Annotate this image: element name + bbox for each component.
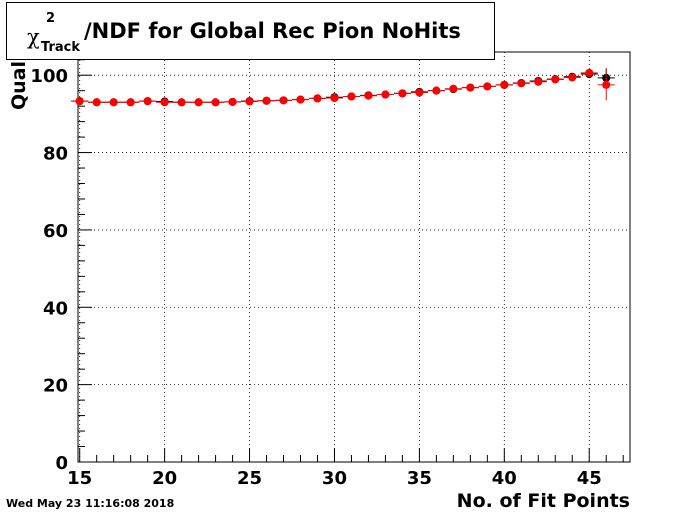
- timestamp: Wed May 23 11:16:08 2018: [6, 497, 175, 510]
- data-point: [262, 96, 271, 105]
- x-axis-label: No. of Fit Points: [456, 490, 630, 512]
- x-tick-label: 30: [322, 468, 347, 489]
- data-point: [449, 84, 458, 93]
- data-point: [347, 92, 356, 101]
- data-point: [211, 98, 220, 107]
- y-tick-label: 100: [30, 66, 68, 87]
- data-point: [415, 88, 424, 97]
- x-tick-label: 25: [237, 468, 262, 489]
- data-point: [279, 96, 288, 105]
- data-point: [483, 82, 492, 91]
- y-tick-label: 80: [43, 144, 68, 165]
- data-point: [466, 83, 475, 92]
- data-point: [500, 80, 509, 89]
- tick-marks: [78, 59, 624, 463]
- data-point: [177, 98, 186, 107]
- data-point: [313, 94, 322, 103]
- data-point: [551, 75, 560, 84]
- series-1: [71, 68, 615, 107]
- y-tick-label: 0: [55, 453, 68, 474]
- data-point: [602, 80, 611, 89]
- data-point: [517, 79, 526, 88]
- series-0: [71, 68, 615, 107]
- data-point: [228, 97, 237, 106]
- x-tick-label: 45: [577, 468, 602, 489]
- plot-frame: [77, 51, 631, 463]
- data-point: [160, 98, 169, 107]
- y-tick-label: 60: [43, 221, 68, 242]
- title-chi-symbol: χ: [27, 25, 40, 49]
- title-subscript: Track: [41, 40, 80, 55]
- data-point: [296, 95, 305, 104]
- data-point: [194, 98, 203, 107]
- x-tick-label: 40: [492, 468, 517, 489]
- data-point: [92, 98, 101, 107]
- data-point: [398, 89, 407, 98]
- data-point: [126, 98, 135, 107]
- data-point: [75, 97, 84, 106]
- data-point: [432, 86, 441, 95]
- title-superscript: 2: [46, 11, 56, 26]
- chart-title: /NDF for Global Rec Pion NoHits: [84, 19, 461, 43]
- data-point: [364, 91, 373, 100]
- x-tick-label: 15: [67, 468, 92, 489]
- data-point: [568, 73, 577, 82]
- y-tick-label: 20: [43, 376, 68, 397]
- grid-lines: [78, 52, 630, 463]
- data-point: [245, 97, 254, 106]
- x-tick-label: 20: [152, 468, 177, 489]
- data-point: [330, 94, 339, 103]
- x-tick-label: 35: [407, 468, 432, 489]
- data-point: [109, 98, 118, 107]
- data-point: [534, 77, 543, 86]
- data-point: [143, 97, 152, 106]
- axes: [77, 51, 631, 463]
- y-tick-label: 40: [43, 298, 68, 319]
- data-series: [71, 68, 615, 107]
- data-point: [585, 68, 594, 77]
- data-point: [381, 90, 390, 99]
- tick-labels: 15 20 25 30 35 40 45 0 20 40 60 80 100: [30, 66, 601, 489]
- chart-title-box: χ 2 Track /NDF for Global Rec Pion NoHit…: [6, 2, 495, 60]
